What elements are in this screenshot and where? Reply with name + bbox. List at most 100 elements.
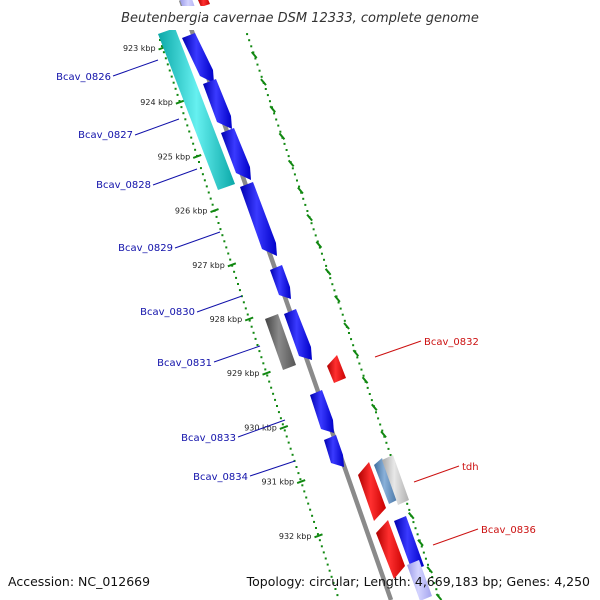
forward-cds-feature (394, 516, 424, 571)
scale-dot (211, 203, 214, 206)
scale-dot (272, 392, 275, 395)
scale-dot (287, 441, 290, 444)
scale-dot (350, 338, 353, 341)
scale-dot (375, 411, 378, 414)
scale-tick (260, 78, 267, 86)
scale-dot (420, 545, 423, 548)
scale-dot (270, 386, 273, 389)
scale-tick (296, 479, 306, 485)
kbp-label: 928 kbp (210, 315, 243, 324)
leader-line (152, 168, 198, 186)
scale-dot (408, 508, 411, 511)
scale-dot (176, 93, 179, 96)
scale-dot (174, 87, 177, 90)
scale-tick (380, 430, 387, 439)
leader-line (432, 528, 479, 546)
scale-dot (424, 557, 427, 560)
scale-dot (219, 228, 222, 231)
forward-cds-feature (284, 309, 312, 360)
scale-dot (178, 100, 181, 102)
scale-dot (233, 270, 236, 273)
gene-label: Bcav_0828 (96, 180, 151, 191)
scale-tick (278, 132, 286, 140)
scale-dot (414, 527, 417, 530)
scale-dot (199, 167, 202, 170)
scale-dot (268, 380, 271, 383)
pseudo-gene-feature (382, 455, 409, 505)
leader-line (249, 460, 296, 477)
scale-dot (277, 411, 280, 414)
scale-dot (285, 149, 288, 151)
forward-cds-feature (324, 435, 344, 467)
scale-dot (229, 258, 232, 261)
scale-dot (305, 496, 308, 499)
scale-dot (201, 173, 204, 176)
scale-tick (227, 262, 237, 268)
scale-tick (314, 533, 323, 539)
scale-dot (356, 356, 359, 359)
scale-dot (368, 393, 371, 395)
scale-dot (304, 203, 307, 206)
leader-line (374, 340, 422, 358)
scale-dot (311, 514, 314, 517)
scale-dot (343, 319, 346, 322)
scale-dot (291, 453, 294, 456)
scale-dot (289, 447, 292, 450)
scale-dot (260, 75, 263, 78)
forward-cds-feature (182, 33, 214, 83)
gene-label-leaders (112, 59, 479, 546)
scale-dot (295, 179, 298, 182)
scale-tick (306, 213, 313, 222)
scale-dot (331, 283, 334, 286)
scale-tick (334, 295, 341, 303)
scale-tick (244, 316, 254, 322)
scale-tick (407, 512, 415, 520)
scale-dot (190, 136, 193, 139)
kbp-label: 923 kbp (123, 44, 156, 53)
scale-dot (330, 575, 333, 578)
scale-dot (322, 551, 325, 554)
scale-tick (343, 322, 350, 330)
scale-dot (283, 142, 286, 145)
scale-dot (258, 350, 261, 353)
scale-tick (297, 186, 304, 195)
rna-feature (158, 28, 235, 190)
scale-dot (246, 33, 249, 36)
scale-dot (325, 264, 328, 267)
leader-line (174, 231, 221, 249)
scale-dot (316, 240, 319, 243)
scale-dot (310, 222, 313, 225)
scale-tick (262, 370, 271, 376)
scale-dot (275, 118, 278, 121)
scale-dot (279, 130, 282, 133)
scale-dot (347, 332, 350, 334)
kbp-label: 930 kbp (244, 423, 277, 432)
scale-dot (316, 533, 319, 536)
gene-label: Bcav_0836 (481, 525, 536, 536)
scale-dot (256, 344, 259, 346)
scale-dot (352, 344, 355, 347)
scale-dot (297, 472, 300, 475)
scale-tick (192, 153, 202, 159)
scale-dot (379, 423, 382, 426)
scale-dot (192, 142, 195, 145)
scale-dot (314, 234, 317, 237)
scale-tick (371, 403, 378, 411)
scale-track: 923 kbp 924 kbp 925 kbp 926 kbp 927 kbp 928 k… (123, 39, 339, 597)
scale-dot (412, 521, 415, 524)
scale-tick (426, 566, 434, 574)
forward-cds-feature (221, 128, 251, 180)
scale-dot (320, 252, 323, 255)
scale-dot (275, 405, 278, 407)
scale-dot (285, 435, 288, 438)
scale-dot (252, 331, 255, 334)
scale-dot (314, 527, 317, 529)
scale-tick (417, 539, 424, 547)
scale-dot (328, 569, 331, 572)
scale-dot (162, 51, 165, 54)
reverse-cds-feature-top (198, 0, 210, 7)
scale-dot (435, 588, 438, 591)
kbp-label: 925 kbp (158, 152, 191, 161)
scale-dot (431, 576, 434, 578)
